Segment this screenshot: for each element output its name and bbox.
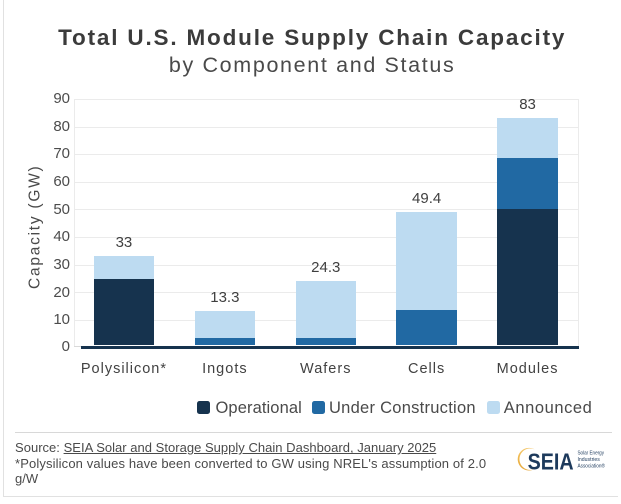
svg-text:Association®: Association® bbox=[578, 463, 606, 470]
svg-text:Solar Energy: Solar Energy bbox=[578, 451, 605, 457]
svg-text:SEIA: SEIA bbox=[528, 449, 574, 475]
svg-text:Industries: Industries bbox=[578, 457, 600, 463]
